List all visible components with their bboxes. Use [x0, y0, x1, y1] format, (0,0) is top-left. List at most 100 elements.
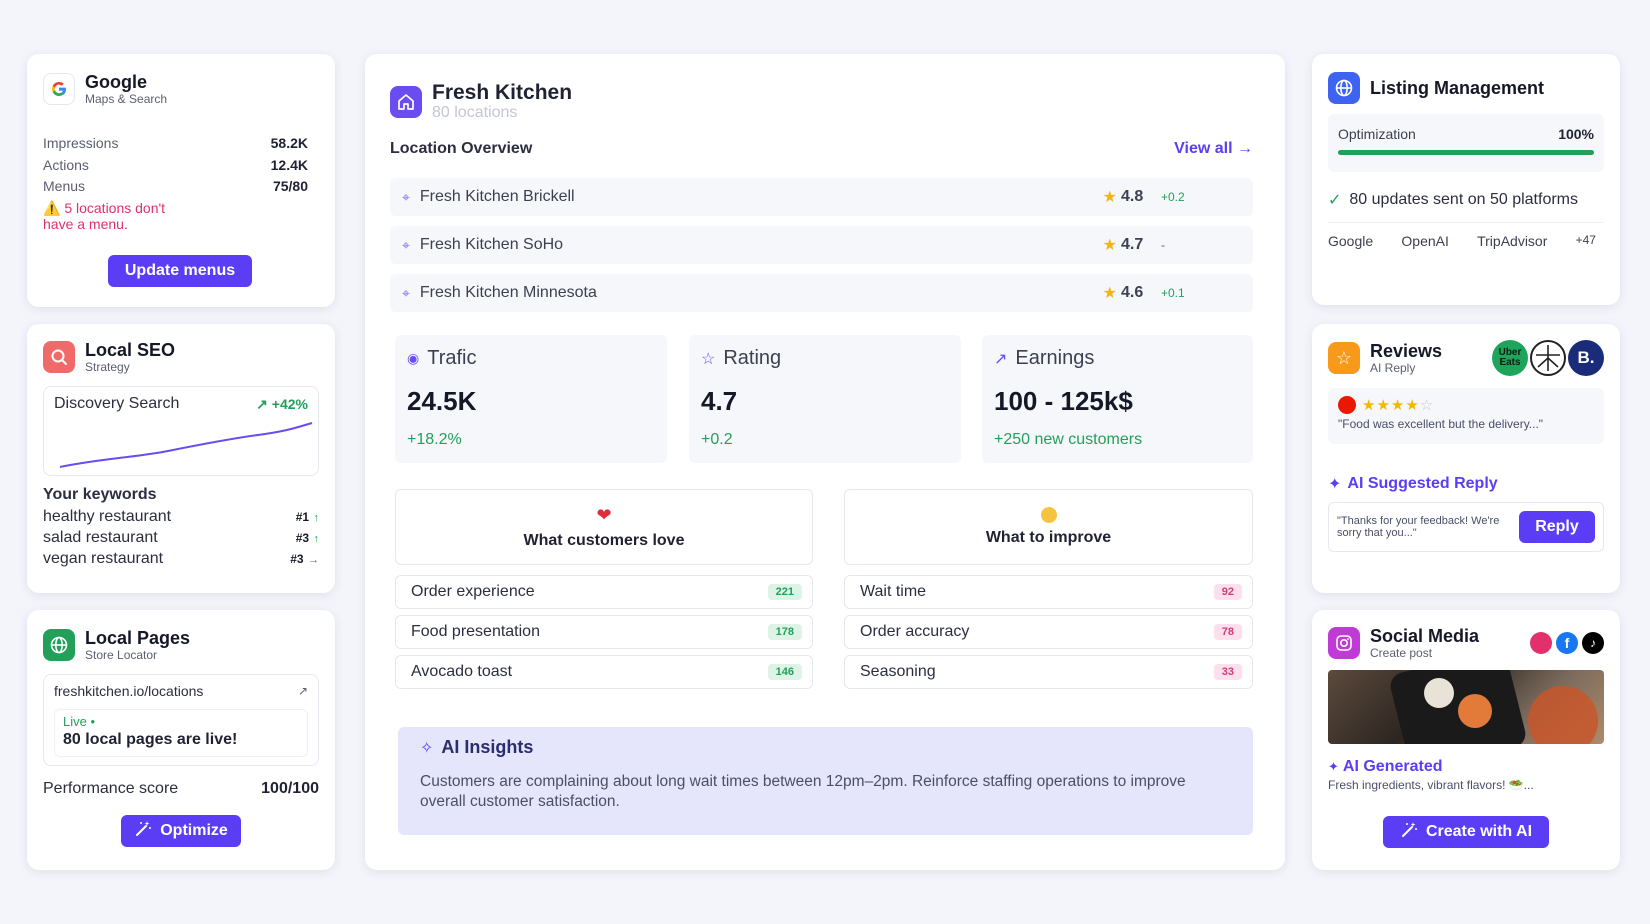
external-link-icon[interactable]: ↗ — [297, 684, 308, 698]
love-item[interactable]: Food presentation 178 — [395, 615, 813, 649]
keyword-rank: #1 — [295, 509, 310, 524]
keyword-name: salad restaurant — [43, 528, 158, 546]
uber-eats-logo-icon: Uber Eats — [1492, 340, 1528, 376]
star-icon: ★ — [1102, 285, 1117, 302]
b-logo-icon: B. — [1568, 340, 1604, 376]
earnings-stat: ↗ Earnings 100 - 125k$ +250 new customers — [982, 335, 1253, 463]
listing-title: Listing Management — [1370, 78, 1545, 98]
stat-label: Earnings — [1015, 347, 1095, 369]
thinking-face-icon — [1040, 507, 1057, 523]
star-icon: ★ — [1102, 189, 1117, 206]
live-badge: Live • — [63, 714, 96, 729]
menu-warning: ⚠️ 5 locations don't have a menu. — [43, 200, 193, 232]
main-card: Fresh Kitchen 80 locations Location Over… — [365, 54, 1285, 870]
reviews-card: ☆ Reviews AI Reply Uber Eats B. ★★★★☆ "F… — [1312, 324, 1620, 593]
pin-icon: ⌖ — [402, 188, 410, 205]
social-subtitle: Create post — [1370, 646, 1433, 660]
keyword-row: healthy restaurant #1 ↑ — [43, 506, 319, 527]
globe-icon — [1328, 72, 1360, 104]
insights-title: AI Insights — [441, 737, 534, 757]
seo-title: Local SEO — [85, 340, 176, 360]
pin-icon: ⌖ — [402, 284, 410, 301]
search-icon — [43, 341, 75, 373]
love-title: What customers love — [523, 531, 685, 549]
improve-header: What to improve — [844, 489, 1253, 565]
stat-value: 12.4K — [270, 157, 308, 173]
reviews-subtitle: AI Reply — [1370, 361, 1416, 375]
improve-panel: What to improve Wait time 92 Order accura… — [844, 489, 1253, 695]
eye-icon: ◉ — [407, 350, 420, 366]
live-status-box: Live • 80 local pages are live! — [54, 709, 308, 757]
facebook-logo-icon[interactable]: f — [1556, 632, 1578, 654]
love-item[interactable]: Order experience 221 — [395, 575, 813, 609]
improve-item[interactable]: Seasoning 33 — [844, 655, 1253, 689]
live-dot-icon: • — [90, 714, 96, 729]
platform-chip: OpenAI — [1401, 233, 1449, 249]
rating-stat: ☆ Rating 4.7 +0.2 — [689, 335, 961, 463]
pages-header: Local Pages Store Locator — [43, 628, 319, 662]
local-seo-card: Local SEO Strategy Discovery Search ↗ +4… — [27, 324, 335, 593]
seo-header: Local SEO Strategy — [43, 340, 319, 374]
post-image — [1328, 670, 1604, 744]
stat-value: 75/80 — [272, 178, 308, 194]
pages-subtitle: Store Locator — [85, 648, 158, 662]
keywords-title: Your keywords — [43, 486, 157, 503]
instagram-logo-icon[interactable] — [1530, 632, 1552, 654]
improve-item[interactable]: Order accuracy 78 — [844, 615, 1253, 649]
local-pages-card: Local Pages Store Locator freshkitchen.i… — [27, 610, 335, 870]
google-card: Google Maps & Search Impressions 58.2K A… — [27, 54, 335, 307]
stat-delta: +250 new customers — [994, 431, 1143, 448]
pages-url[interactable]: freshkitchen.io/locations — [54, 683, 204, 699]
create-with-ai-button[interactable]: Create with AI — [1383, 816, 1549, 848]
create-with-ai-label: Create with AI — [1425, 823, 1533, 840]
magic-wand-icon — [134, 820, 152, 843]
keyword-row: salad restaurant #3 ↑ — [43, 527, 319, 548]
discovery-chart-box: Discovery Search ↗ +42% — [43, 386, 319, 476]
ai-generated-label: ✦ AI Generated — [1328, 758, 1443, 775]
social-card: Social Media Create post f ♪ ✦ AI Genera… — [1312, 610, 1620, 870]
pages-title: Local Pages — [85, 628, 191, 648]
trend-up-icon: ↗ — [256, 395, 268, 412]
listing-header: Listing Management — [1328, 72, 1604, 104]
performance-score: 100/100 — [261, 780, 319, 797]
star-filled-icon: ★ — [1362, 397, 1377, 414]
pin-icon: ⌖ — [402, 236, 410, 253]
location-row[interactable]: ⌖ Fresh Kitchen Minnesota ★ 4.6 +0.1 — [390, 274, 1253, 312]
location-rating: 4.8 — [1121, 188, 1144, 205]
optimize-button[interactable]: Optimize — [121, 815, 241, 847]
location-delta: - — [1161, 238, 1165, 252]
chart-delta: ↗ +42% — [256, 395, 308, 412]
review-platforms: Uber Eats B. — [1492, 340, 1604, 376]
optimization-progress-track — [1338, 150, 1594, 155]
improve-item[interactable]: Wait time 92 — [844, 575, 1253, 609]
doordash-logo-icon — [1338, 396, 1356, 414]
love-item[interactable]: Avocado toast 146 — [395, 655, 813, 689]
updates-row: ✓ 80 updates sent on 50 platforms — [1328, 190, 1604, 210]
stat-label: Menus — [43, 178, 86, 194]
location-delta: +0.1 — [1161, 286, 1185, 300]
star-icon: ★ — [1102, 237, 1117, 254]
reply-button[interactable]: Reply — [1519, 511, 1595, 543]
tiktok-logo-icon[interactable]: ♪ — [1582, 632, 1604, 654]
stat-label: Actions — [43, 157, 89, 173]
social-header: Social Media Create post f ♪ — [1328, 626, 1604, 660]
update-menus-button[interactable]: Update menus — [108, 255, 252, 287]
performance-label: Performance score — [43, 780, 179, 797]
google-header: Google Maps & Search — [43, 72, 319, 106]
review-stars: ★★★★☆ — [1362, 396, 1434, 414]
location-row[interactable]: ⌖ Fresh Kitchen SoHo ★ 4.7 - — [390, 226, 1253, 264]
keyword-trend-icon: ↑ — [313, 511, 320, 524]
google-logo-icon — [43, 73, 75, 105]
review-text: "Food was excellent but the delivery..." — [1338, 417, 1544, 431]
view-all-link[interactable]: View all → — [1174, 140, 1253, 157]
location-name: Fresh Kitchen Brickell — [419, 188, 575, 205]
review-box: ★★★★☆ "Food was excellent but the delive… — [1328, 388, 1604, 444]
keyword-name: vegan restaurant — [43, 549, 164, 567]
star-empty-icon: ☆ — [1419, 397, 1435, 414]
social-title: Social Media — [1370, 626, 1480, 646]
keyword-rank: #3 — [295, 530, 310, 545]
star-filled-icon: ★ — [1390, 397, 1406, 414]
main-subtitle: 80 locations — [432, 104, 518, 121]
impressions-row: Impressions 58.2K — [43, 132, 308, 154]
location-row[interactable]: ⌖ Fresh Kitchen Brickell ★ 4.8 +0.2 — [390, 178, 1253, 216]
